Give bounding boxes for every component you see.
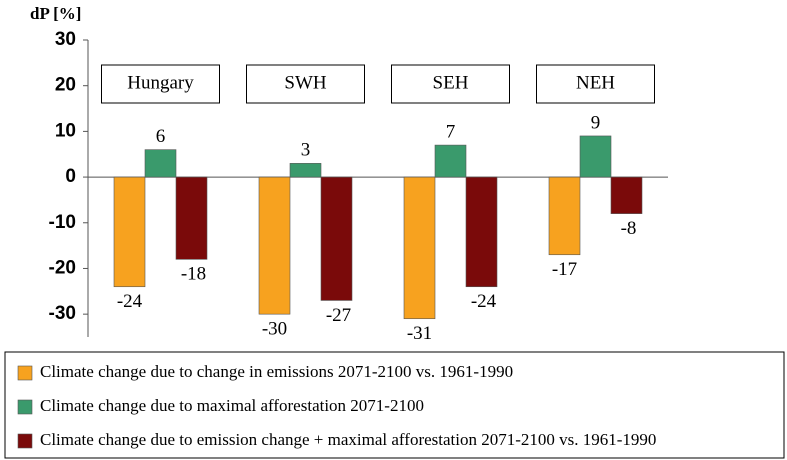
category-box bbox=[391, 64, 510, 104]
bar bbox=[579, 135, 612, 178]
data-label: -24 bbox=[471, 291, 497, 312]
data-label: 6 bbox=[156, 126, 166, 147]
y-tick-label: 20 bbox=[55, 75, 76, 96]
legend-label: Climate change due to change in emission… bbox=[40, 362, 513, 381]
data-label: -8 bbox=[621, 218, 637, 239]
bar bbox=[258, 176, 291, 315]
y-tick-label: 0 bbox=[65, 166, 76, 187]
legend-swatch bbox=[17, 365, 33, 381]
bar bbox=[175, 176, 208, 260]
y-tick-label: 30 bbox=[55, 29, 76, 50]
data-label: -30 bbox=[262, 319, 287, 340]
legend-swatch bbox=[17, 433, 33, 449]
bar bbox=[610, 176, 643, 214]
y-tick-label: -10 bbox=[49, 212, 76, 233]
bar bbox=[113, 176, 146, 288]
data-label: -18 bbox=[181, 264, 206, 285]
data-label: 3 bbox=[301, 140, 311, 161]
legend-box bbox=[4, 351, 785, 459]
data-label: 7 bbox=[446, 121, 456, 142]
data-label: -31 bbox=[407, 323, 432, 344]
category-label: Hungary bbox=[127, 72, 194, 93]
data-label: -17 bbox=[552, 259, 577, 280]
legend-label: Climate change due to maximal afforestat… bbox=[40, 396, 424, 415]
y-axis-label: dP [%] bbox=[30, 4, 81, 23]
bar bbox=[403, 176, 436, 320]
category-box bbox=[246, 64, 365, 104]
bar bbox=[289, 163, 322, 178]
y-tick-label: 10 bbox=[55, 120, 76, 141]
bar bbox=[434, 144, 467, 178]
bar bbox=[320, 176, 353, 301]
y-tick-label: -20 bbox=[49, 257, 76, 278]
legend-label: Climate change due to emission change + … bbox=[40, 430, 656, 449]
data-label: -24 bbox=[117, 291, 143, 312]
bar bbox=[465, 176, 498, 288]
data-label: -27 bbox=[326, 305, 351, 326]
category-box bbox=[101, 64, 220, 104]
category-box bbox=[536, 64, 655, 104]
y-tick-label: -30 bbox=[49, 303, 76, 324]
legend-swatch bbox=[17, 399, 33, 415]
category-label: NEH bbox=[576, 72, 615, 93]
bar bbox=[144, 149, 177, 178]
data-label: 9 bbox=[591, 112, 601, 133]
bar bbox=[548, 176, 581, 256]
category-label: SWH bbox=[284, 72, 327, 93]
category-label: SEH bbox=[433, 72, 469, 93]
